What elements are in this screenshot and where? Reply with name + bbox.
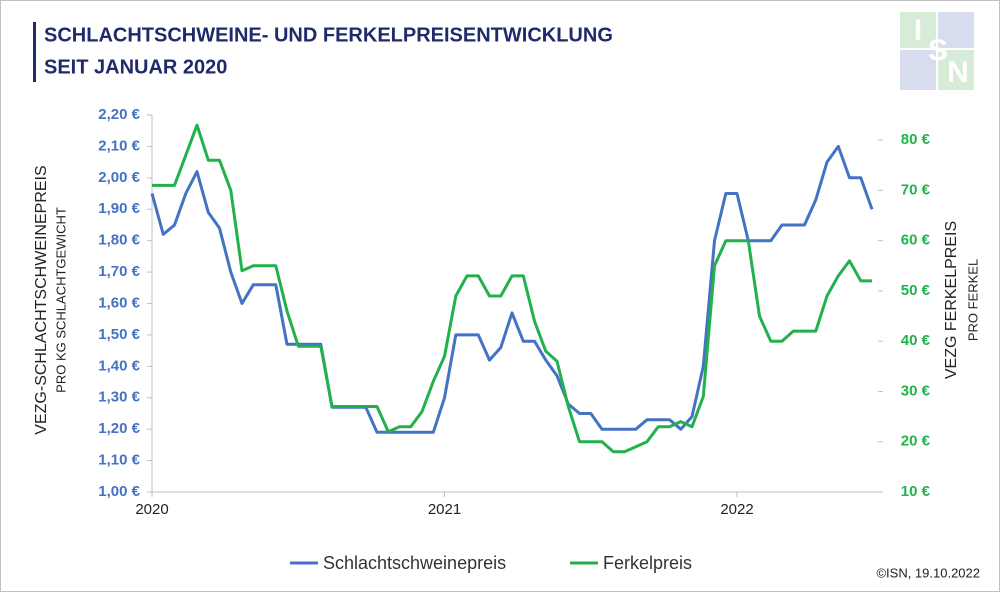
logo-tile (938, 50, 974, 90)
legend-label: Schlachtschweinepreis (323, 553, 506, 573)
y2-axis-subtitle: PRO FERKEL (965, 259, 980, 341)
logo-tile (938, 12, 974, 48)
x-tick-label: 2021 (428, 501, 461, 518)
y2-tick-label: 40 € (901, 332, 931, 349)
y-tick-label: 1,70 € (98, 263, 140, 280)
logo-tile (900, 50, 936, 90)
y-tick-label: 1,60 € (98, 294, 140, 311)
y-tick-label: 1,30 € (98, 389, 140, 406)
logo: I S N (900, 12, 974, 90)
y2-tick-label: 30 € (901, 382, 931, 399)
y2-axis-title: VEZG FERKELPREIS (943, 221, 960, 379)
y-axis-title: VEZG-SCHLACHTSCHWEINEPREIS (33, 165, 50, 434)
logo-letter: I (914, 14, 922, 47)
y-tick-label: 2,10 € (98, 137, 140, 154)
y-tick-label: 1,50 € (98, 326, 140, 343)
y-tick-label: 2,00 € (98, 169, 140, 186)
y2-tick-label: 60 € (901, 232, 931, 249)
logo-letter: S (928, 34, 948, 67)
chart-title: SEIT JANUAR 2020 (44, 56, 227, 78)
x-tick-label: 2022 (720, 501, 753, 518)
chart-title: SCHLACHTSCHWEINE- UND FERKELPREISENTWICK… (44, 24, 613, 46)
y-tick-label: 1,80 € (98, 232, 140, 249)
line-series (150, 144, 874, 434)
y2-tick-label: 20 € (901, 433, 931, 450)
line-series (152, 123, 872, 454)
legend-label: Ferkelpreis (603, 553, 692, 573)
y-tick-label: 1,40 € (98, 357, 140, 374)
y2-tick-label: 70 € (901, 181, 931, 198)
logo-letter: N (947, 56, 969, 89)
y-tick-label: 1,90 € (98, 200, 140, 217)
y2-tick-label: 50 € (901, 282, 931, 299)
title-bar (33, 22, 36, 82)
x-tick-label: 2020 (135, 501, 168, 518)
y-tick-label: 2,20 € (98, 106, 140, 123)
y-axis-subtitle: PRO KG SCHLACHTGEWICHT (53, 207, 68, 393)
y-tick-label: 1,10 € (98, 452, 140, 469)
source: ©ISN, 19.10.2022 (876, 565, 980, 580)
y-tick-label: 1,00 € (98, 483, 140, 500)
y2-tick-label: 10 € (901, 483, 931, 500)
y-tick-label: 1,20 € (98, 420, 140, 437)
logo-tile (900, 12, 936, 48)
y2-tick-label: 80 € (901, 131, 931, 148)
